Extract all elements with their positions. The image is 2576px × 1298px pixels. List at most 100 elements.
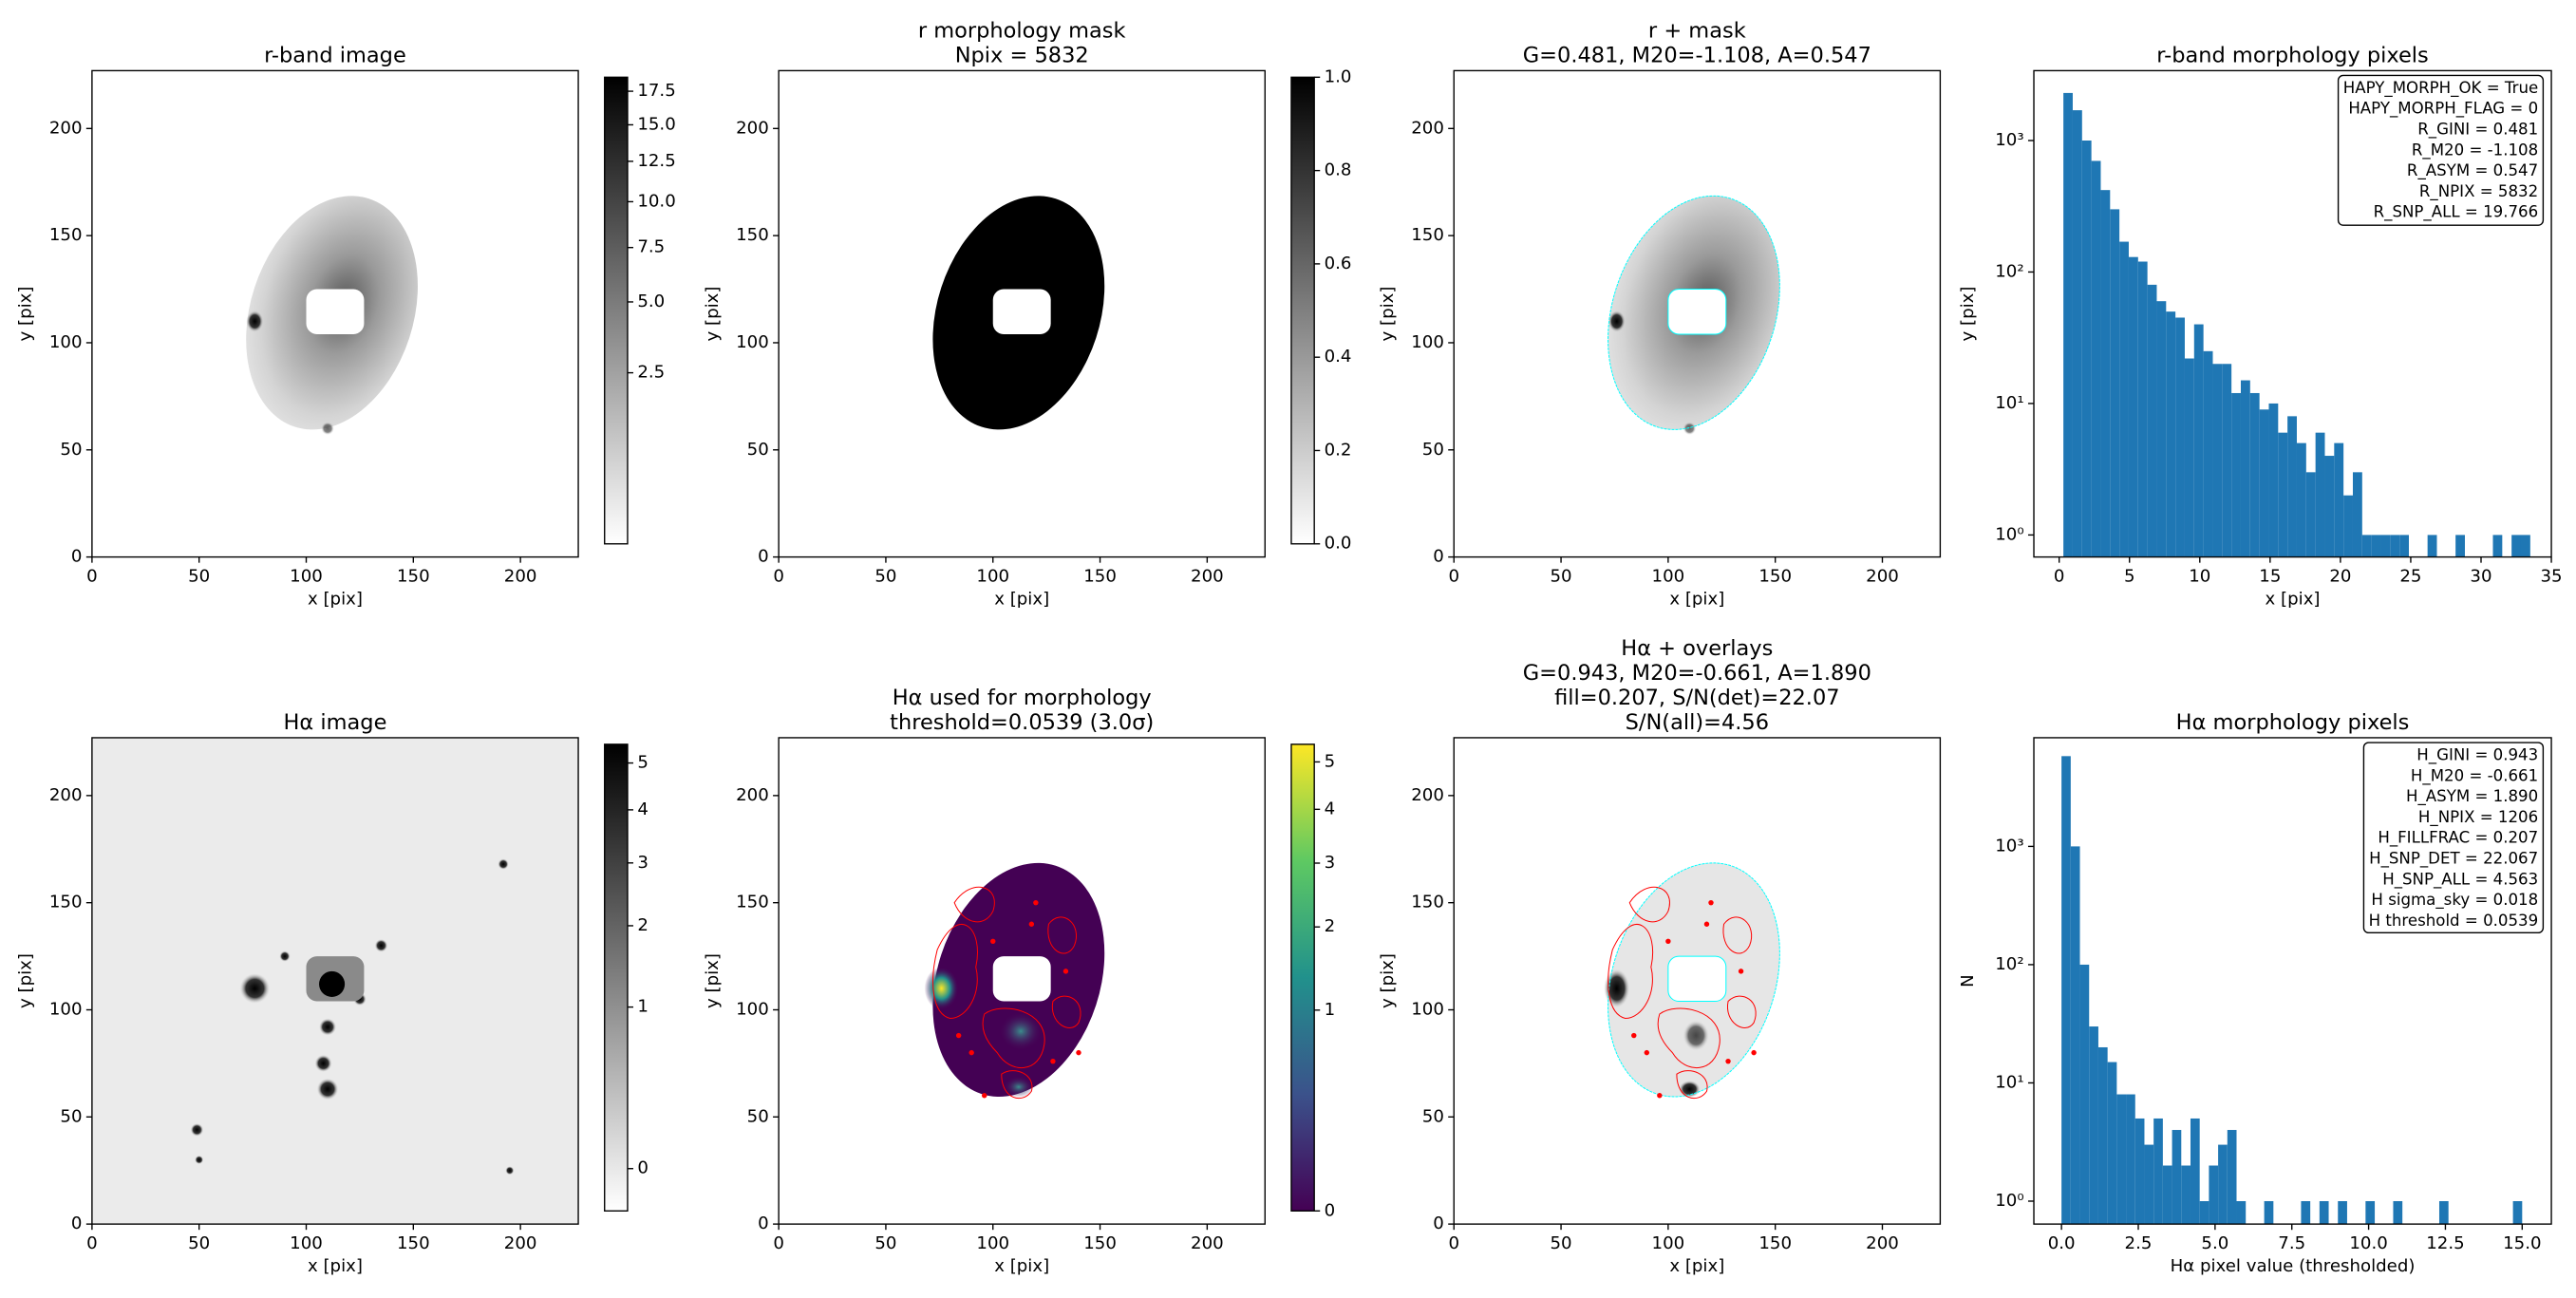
chart-title: r + mask <box>1648 18 1746 43</box>
bar <box>2438 1200 2449 1225</box>
x-tick-label: 2.5 <box>2125 1233 2153 1253</box>
stats-line: HAPY_MORPH_OK = True <box>2343 79 2538 98</box>
x-axis-label: x [pix] <box>308 590 363 610</box>
source <box>1683 422 1697 435</box>
axes-frame <box>2033 69 2552 558</box>
colorbar-tick-label: 3 <box>637 853 649 873</box>
x-tick-label: 50 <box>874 566 896 586</box>
x-tick-label: 150 <box>1083 1233 1117 1253</box>
y-tick-label: 10¹ <box>1995 1072 2023 1092</box>
bar <box>2072 110 2082 557</box>
y-tick-label: 10³ <box>1995 836 2023 856</box>
contour-dot <box>955 1032 962 1039</box>
stats-line: H_FILLFRAC = 0.207 <box>2378 829 2538 848</box>
colorbar-tick-label: 10.0 <box>637 191 675 211</box>
colorbar-tick-label: 12.5 <box>637 151 675 171</box>
chart-title: Hα used for morphology <box>893 686 1152 710</box>
image <box>1579 840 1808 1119</box>
image <box>1579 174 1808 452</box>
bar <box>2334 442 2344 557</box>
plot-area <box>2061 756 2523 1225</box>
y-tick-label: 150 <box>49 225 83 245</box>
x-tick-label: 150 <box>1083 566 1117 586</box>
y-tick-label: 0 <box>71 547 83 567</box>
y-tick-label: 150 <box>736 225 769 245</box>
plot-area <box>1454 70 1941 557</box>
stats-line: H sigma_sky = 0.018 <box>2371 891 2538 910</box>
contour <box>954 887 994 922</box>
x-tick-label: 50 <box>1551 566 1572 586</box>
y-tick-label: 200 <box>1411 118 1444 138</box>
bar <box>2264 1200 2274 1225</box>
bar <box>2097 1046 2108 1225</box>
source <box>190 1123 204 1137</box>
y-tick-label: 150 <box>1411 893 1444 912</box>
source <box>924 967 959 1010</box>
x-tick-label: 0 <box>2054 566 2065 586</box>
y-tick-label: 0 <box>758 547 769 567</box>
source <box>1004 1076 1034 1099</box>
colorbar-tick-label: 0 <box>1325 1200 1336 1220</box>
chart-title: Hα + overlays <box>1621 636 1773 661</box>
chart-title: r-band morphology pixels <box>2156 43 2428 67</box>
colorbar <box>604 743 629 1212</box>
x-tick-label: 5.0 <box>2201 1233 2228 1253</box>
x-axis-label: x [pix] <box>994 590 1049 610</box>
y-tick-label: 10⁰ <box>1995 524 2023 544</box>
stats-line: H_GINI = 0.943 <box>2416 745 2538 764</box>
stats-line: H_M20 = -0.661 <box>2411 766 2538 785</box>
y-axis-label: y [pix] <box>16 953 36 1008</box>
bar <box>2520 535 2530 557</box>
x-tick-label: 100 <box>290 1233 323 1253</box>
bar <box>2172 1130 2182 1225</box>
bar <box>2287 416 2297 557</box>
bar <box>2128 256 2138 557</box>
x-tick-label: 200 <box>1866 566 1899 586</box>
x-tick-label: 15.0 <box>2503 1233 2541 1253</box>
bar <box>2268 403 2279 557</box>
bar <box>2137 261 2148 557</box>
stats-box-frame <box>2362 742 2545 934</box>
bar <box>2089 1026 2098 1225</box>
x-tick-label: 200 <box>1191 566 1224 586</box>
axes-frame <box>1453 737 1942 1225</box>
contour-dot <box>1062 969 1069 974</box>
x-tick-label: 150 <box>1758 1233 1792 1253</box>
y-tick-label: 100 <box>1411 332 1444 352</box>
y-tick-label: 200 <box>1411 785 1444 805</box>
chart-title: r morphology mask <box>918 18 1126 43</box>
x-tick-label: 150 <box>1758 566 1792 586</box>
y-axis-label: y [pix] <box>1378 287 1398 342</box>
contour <box>983 1008 1044 1068</box>
bar <box>2166 311 2176 557</box>
source <box>498 858 509 870</box>
y-tick-label: 100 <box>1411 999 1444 1019</box>
source <box>374 939 388 952</box>
image <box>924 862 1105 1119</box>
contour-dot <box>1708 899 1714 906</box>
bar <box>2427 535 2437 557</box>
x-tick-label: 50 <box>188 566 210 586</box>
x-tick-label: 100 <box>1652 1233 1685 1253</box>
x-tick-label: 100 <box>976 566 1009 586</box>
bar <box>2153 1118 2163 1225</box>
source <box>246 310 264 332</box>
bar <box>2278 432 2288 557</box>
mask-edge <box>1579 840 1808 1119</box>
colorbar-tick-label: 1.0 <box>1325 66 1352 86</box>
plot-area <box>91 70 579 557</box>
bar <box>2184 358 2194 557</box>
bar <box>2081 140 2092 557</box>
bar <box>2390 535 2400 557</box>
stats-line: R_ASYM = 0.547 <box>2407 161 2538 180</box>
bar <box>2209 1165 2219 1225</box>
masked-star <box>992 289 1051 334</box>
chart-title: G=0.481, M20=-1.108, A=0.547 <box>1523 43 1871 67</box>
contour-dot <box>1076 1049 1081 1056</box>
bar <box>2305 472 2316 557</box>
mask-edge <box>1579 174 1808 452</box>
source <box>195 1155 204 1164</box>
y-axis-label: y [pix] <box>703 953 723 1008</box>
masked-star <box>1667 956 1726 1002</box>
